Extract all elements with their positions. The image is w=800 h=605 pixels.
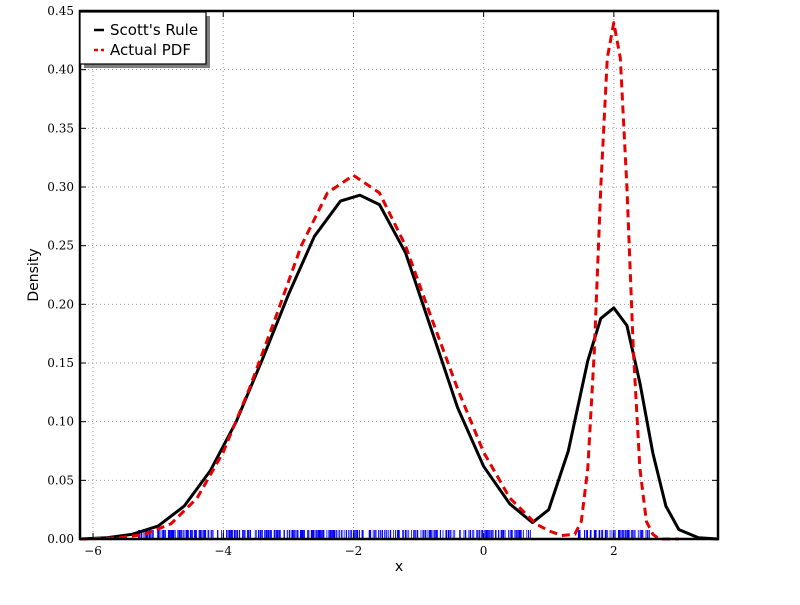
x-tick-label: 2 (610, 544, 618, 558)
grid (80, 10, 718, 540)
x-axis-label: x (395, 559, 403, 575)
x-tick-label: −4 (214, 544, 232, 558)
legend-label-scotts-rule: Scott's Rule (110, 21, 198, 39)
y-tick-label: 0.25 (47, 239, 74, 253)
series-line-actual-pdf (79, 21, 679, 541)
y-tick-label: 0.45 (47, 4, 74, 18)
legend: Scott's Rule Actual PDF (79, 11, 210, 68)
x-tick-label: −6 (84, 544, 102, 558)
series-line-scotts-rule (79, 193, 719, 541)
y-tick-label: 0.00 (47, 532, 74, 546)
x-tick-label: −2 (345, 544, 363, 558)
y-tick-label: 0.20 (47, 297, 74, 311)
y-tick-label: 0.10 (47, 415, 74, 429)
y-tick-label: 0.15 (47, 356, 74, 370)
legend-label-actual-pdf: Actual PDF (110, 41, 191, 59)
plot-area-frame (78, 9, 720, 541)
legend-box (79, 11, 207, 65)
y-tick-label: 0.05 (47, 473, 74, 487)
series-layer (79, 21, 719, 541)
y-tick-label: 0.40 (47, 63, 74, 77)
y-tick-label: 0.30 (47, 180, 74, 194)
rug-plot (138, 530, 650, 539)
y-tick-label: 0.35 (47, 121, 74, 135)
x-tick-label: 0 (480, 544, 488, 558)
axis-ticks: −6 −4 −2 0 2 0.00 0.05 0.10 0.15 0.20 0.25 0.30 0.35… (47, 4, 718, 558)
y-axis-label: Density (26, 248, 42, 301)
